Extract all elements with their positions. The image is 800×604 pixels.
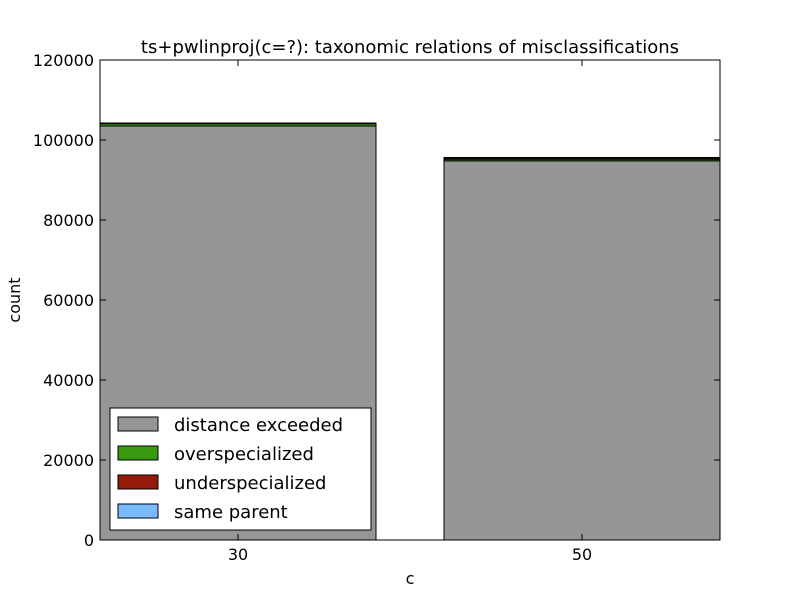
y-axis-label: count	[5, 277, 24, 322]
x-axis-label: c	[406, 569, 415, 588]
y-tick-label: 80000	[43, 211, 94, 230]
y-tick-label: 60000	[43, 291, 94, 310]
chart-title: ts+pwlinproj(c=?): taxonomic relations o…	[141, 37, 679, 58]
y-tick-label: 120000	[33, 51, 94, 70]
legend-label: overspecialized	[174, 444, 314, 465]
y-tick-label: 20000	[43, 451, 94, 470]
legend-label: underspecialized	[174, 473, 326, 494]
legend-swatch	[117, 474, 159, 490]
legend-swatch	[117, 416, 159, 432]
x-tick-label: 50	[572, 545, 592, 564]
legend: distance exceeded overspecialized underspe…	[109, 407, 372, 531]
x-tick-label: 30	[228, 545, 248, 564]
bar-segment-distance-exceeded-50	[443, 160, 721, 541]
y-tick-label: 40000	[43, 371, 94, 390]
y-axis: 0 20000 40000 60000 80000 100000 120000	[33, 51, 720, 550]
legend-swatch	[117, 445, 159, 461]
legend-swatch	[117, 503, 159, 519]
legend-label: same parent	[174, 502, 288, 523]
x-axis: 30 50	[228, 60, 592, 564]
bar-segment-same-parent-30	[99, 122, 377, 124]
bar-segment-same-parent-50	[443, 156, 721, 159]
y-tick-label: 100000	[33, 131, 94, 150]
legend-label: distance exceeded	[174, 415, 343, 436]
y-tick-label: 0	[84, 531, 94, 550]
